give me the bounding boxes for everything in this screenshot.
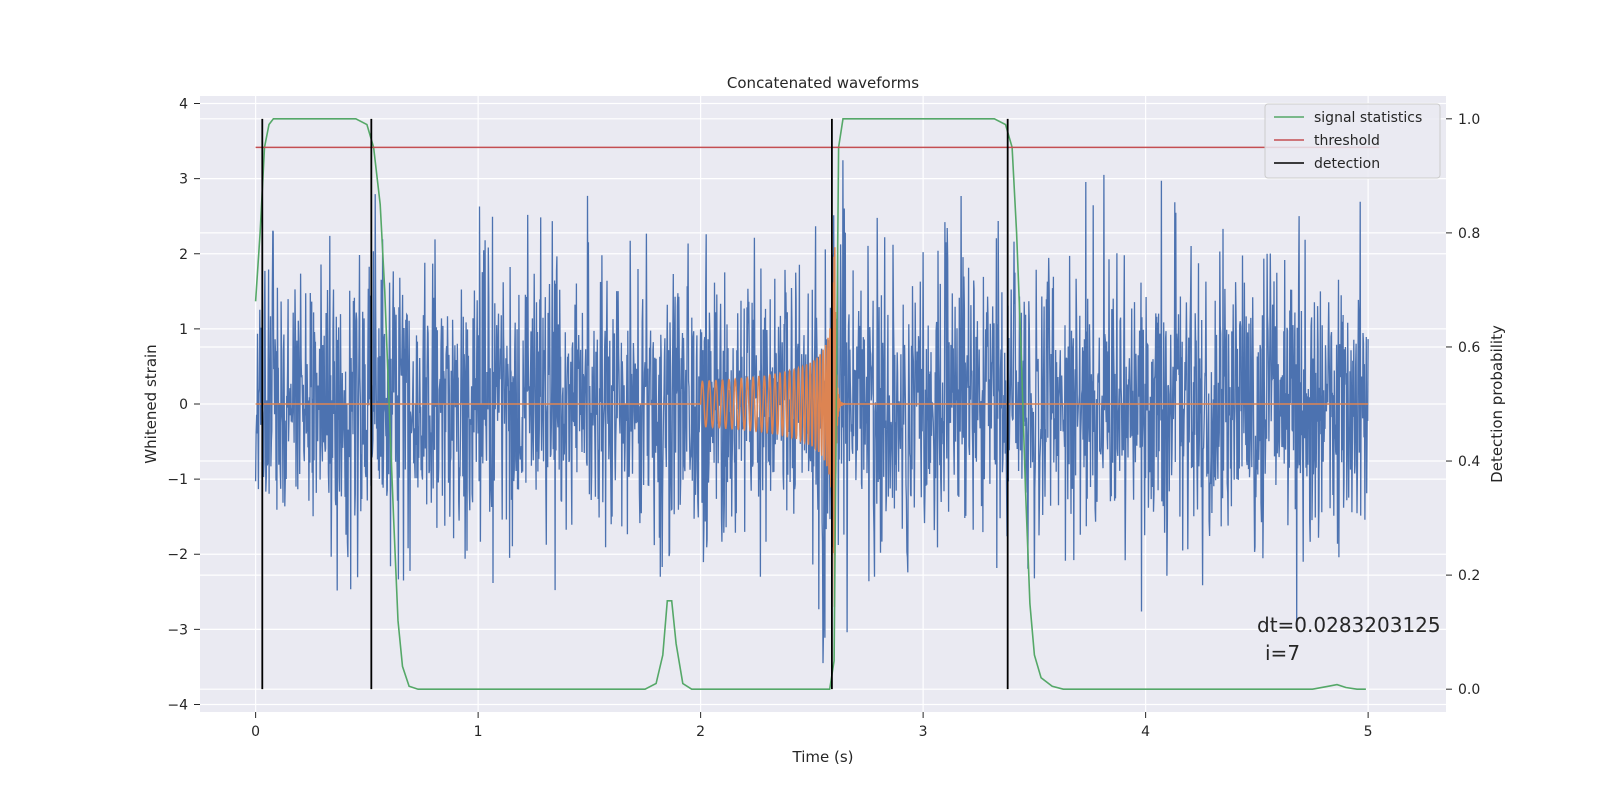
chirp-line bbox=[255, 247, 1369, 607]
chart-title: Concatenated waveforms bbox=[727, 74, 919, 92]
y-tick-label: 1 bbox=[179, 322, 188, 338]
x-tick-label: 2 bbox=[696, 724, 705, 740]
y2-tick-label: 1.0 bbox=[1458, 112, 1480, 128]
y-axis-label: Whitened strain bbox=[142, 344, 160, 463]
legend-threshold-label: threshold bbox=[1314, 133, 1380, 149]
x-tick-label: 4 bbox=[1141, 724, 1150, 740]
signal-statistics-series bbox=[254, 118, 1366, 690]
y2-tick-label: 0.8 bbox=[1458, 226, 1480, 242]
x-tick-label: 0 bbox=[251, 724, 260, 740]
legend-box bbox=[1264, 103, 1441, 179]
y-tick-label: 0 bbox=[179, 397, 188, 413]
y-tick-label: −4 bbox=[167, 697, 188, 713]
chirp-series bbox=[255, 247, 1369, 607]
x-axis-label: Time (s) bbox=[792, 748, 854, 766]
y2-tick-label: 0.2 bbox=[1458, 568, 1480, 584]
y-tick-label: −2 bbox=[167, 547, 188, 563]
annotation-index: i=7 bbox=[1265, 641, 1300, 665]
y-tick-label: −1 bbox=[167, 472, 188, 488]
signal-statistics-line bbox=[254, 118, 1366, 690]
annotation-dt: dt=0.0283203125 bbox=[1257, 613, 1441, 637]
y2-tick-label: 0.4 bbox=[1458, 454, 1480, 470]
legend: signal statistics threshold detection bbox=[1264, 103, 1441, 179]
y2-axis-label: Detection probability bbox=[1488, 325, 1506, 483]
axis-ticks: 0 1 2 3 4 5 −4 −3 −2 −1 0 1 2 3 4 0.0 0.2 0.4 0.6 0.8 1.0 bbox=[167, 97, 1480, 740]
x-tick-label: 1 bbox=[474, 724, 483, 740]
legend-signal-statistics-label: signal statistics bbox=[1314, 110, 1422, 126]
y-tick-label: 2 bbox=[179, 247, 188, 263]
x-tick-label: 3 bbox=[919, 724, 928, 740]
y2-tick-label: 0.0 bbox=[1458, 682, 1480, 698]
noise-series bbox=[254, 160, 1369, 664]
y-tick-label: 4 bbox=[179, 97, 188, 113]
detection-series bbox=[261, 118, 1009, 690]
y-tick-label: −3 bbox=[167, 622, 188, 638]
x-tick-label: 5 bbox=[1364, 724, 1373, 740]
y-tick-label: 3 bbox=[179, 172, 188, 188]
y2-tick-label: 0.6 bbox=[1458, 340, 1480, 356]
noise-line bbox=[254, 160, 1369, 664]
legend-detection-label: detection bbox=[1314, 156, 1380, 172]
